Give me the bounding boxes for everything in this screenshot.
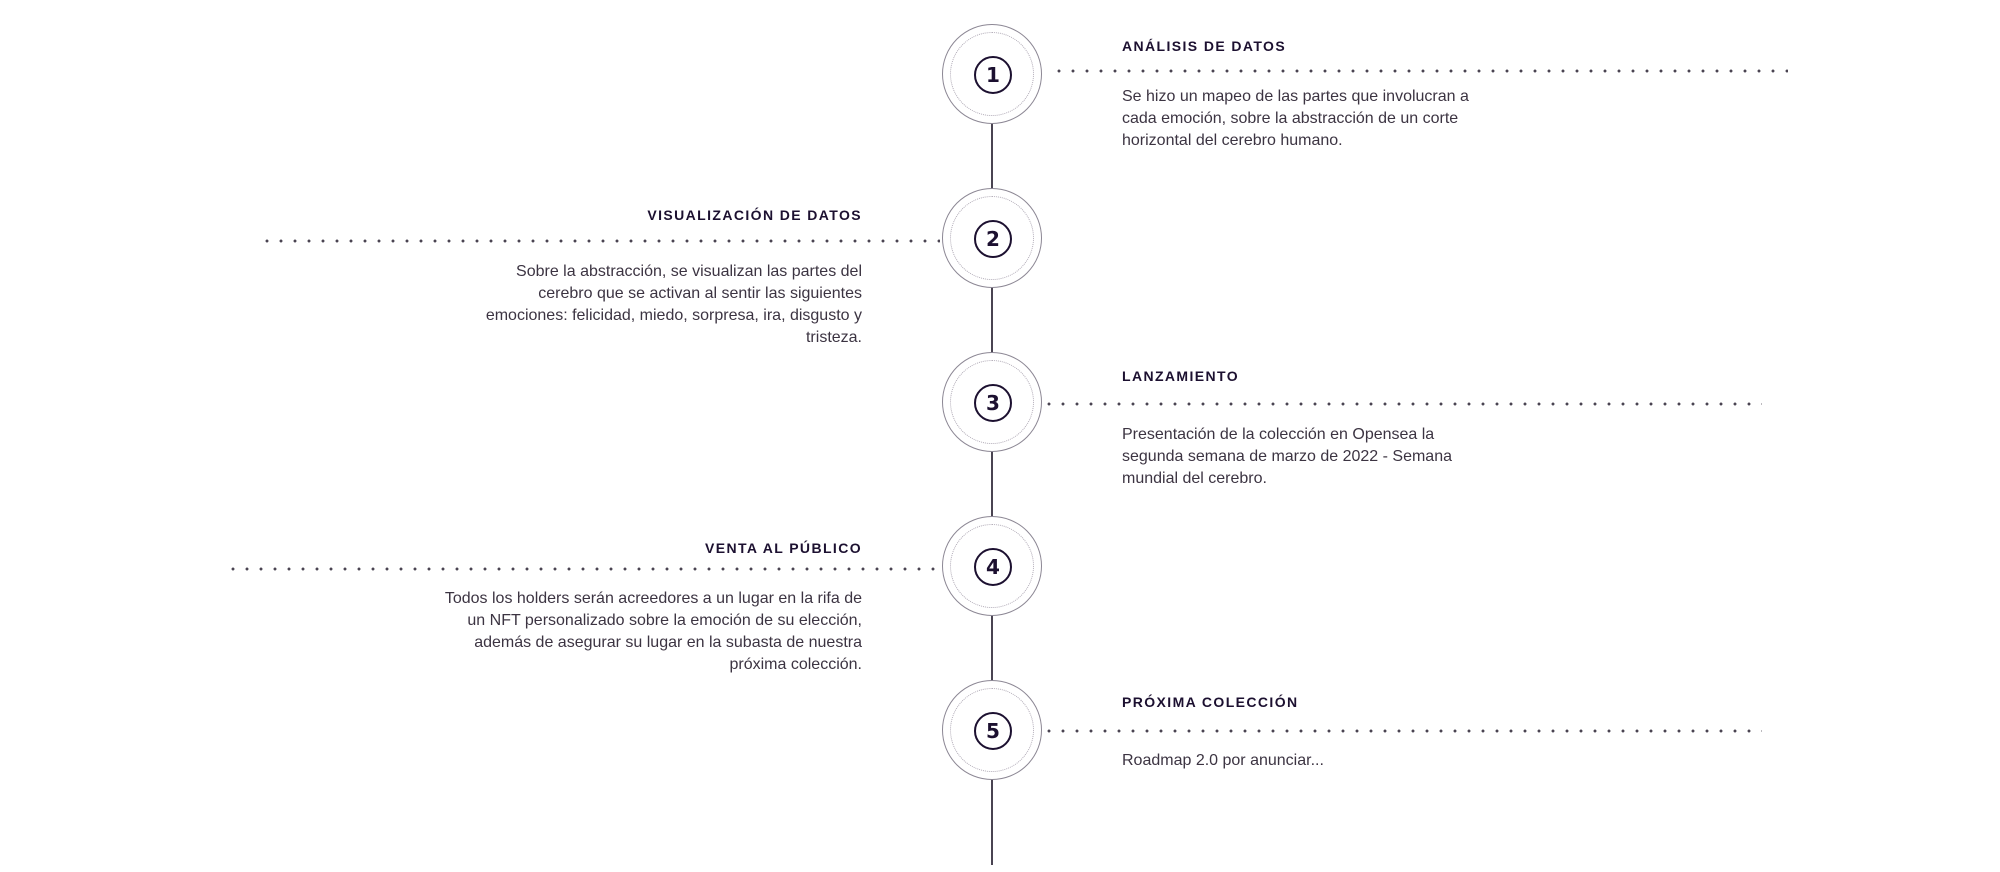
dotted-leader	[1042, 402, 1762, 406]
dotted-ring	[950, 196, 1034, 280]
step-title: VENTA AL PÚBLICO	[705, 540, 862, 556]
step-number: 3	[974, 384, 1012, 422]
step-title: LANZAMIENTO	[1122, 368, 1240, 384]
step-title: VISUALIZACIÓN DE DATOS	[647, 207, 862, 223]
step-description: Roadmap 2.0 por anunciar...	[1122, 752, 1324, 769]
step-description: Presentación de la colección en Opensea …	[1122, 426, 1452, 487]
dotted-leader	[226, 567, 940, 571]
step-number: 4	[974, 548, 1012, 586]
step-number: 5	[974, 712, 1012, 750]
dotted-ring	[950, 688, 1034, 772]
step-description: Se hizo un mapeo de las partes que invol…	[1122, 88, 1469, 149]
step-node: 2	[942, 188, 1042, 288]
step-number: 1	[974, 56, 1012, 94]
timeline-axis	[991, 75, 993, 865]
step-node: 4	[942, 516, 1042, 616]
dotted-ring	[950, 524, 1034, 608]
step-number: 2	[974, 220, 1012, 258]
dotted-ring	[950, 32, 1034, 116]
dotted-leader	[1042, 729, 1762, 733]
dotted-ring	[950, 360, 1034, 444]
step-description: Sobre la abstracción, se visualizan las …	[485, 263, 862, 346]
step-node: 5	[942, 680, 1042, 780]
step-title: PRÓXIMA COLECCIÓN	[1122, 694, 1299, 710]
step-node: 3	[942, 352, 1042, 452]
step-node: 1	[942, 24, 1042, 124]
step-title: ANÁLISIS DE DATOS	[1122, 38, 1287, 54]
step-description: Todos los holders serán acreedores a un …	[444, 590, 862, 673]
dotted-leader	[260, 239, 940, 243]
dotted-leader	[1052, 69, 1788, 73]
